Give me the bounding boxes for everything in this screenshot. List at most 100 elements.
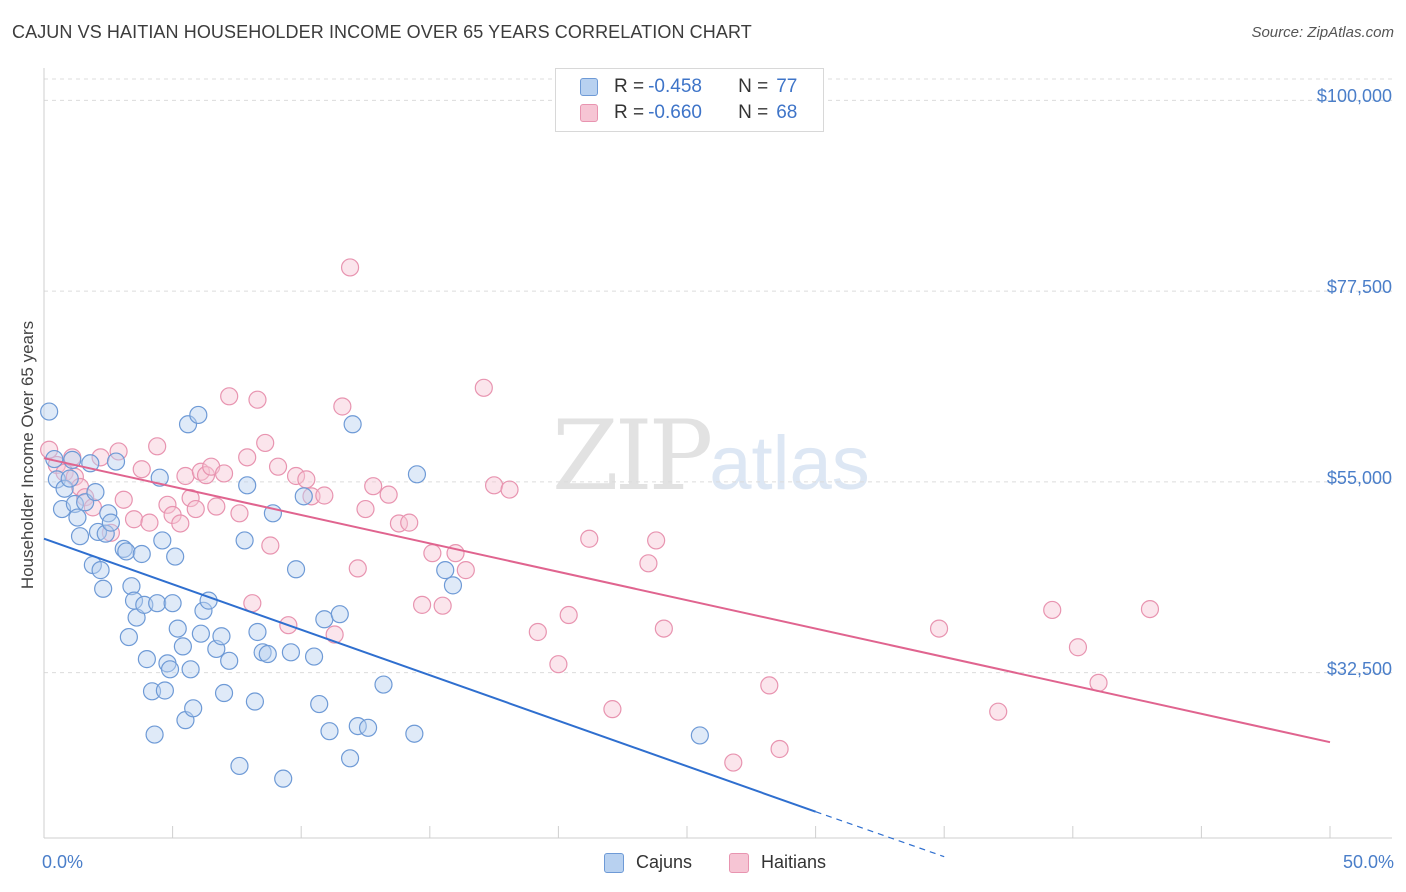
cajun-point [68, 508, 87, 527]
haitian-point [603, 700, 622, 719]
haitian-point [124, 510, 144, 529]
cajun-point [166, 547, 185, 566]
haitian-point [485, 476, 504, 495]
zipatlas-watermark: ZIPatlas [552, 400, 870, 512]
legend-row-haitians: R = -0.660 N = 68 [580, 102, 797, 124]
cajun-point [238, 476, 257, 495]
haitian-point [315, 486, 334, 505]
haitian-point [248, 390, 267, 409]
haitian-point [220, 387, 239, 406]
series-swatch-cajuns [604, 852, 624, 873]
cajun-point [258, 644, 277, 664]
cajun-point [122, 577, 141, 596]
series-swatch-haitians [729, 852, 749, 873]
haitian-point [243, 594, 262, 613]
cajun-point [184, 699, 203, 718]
y-tick-32500: $32,500 [1326, 659, 1392, 679]
haitian-point [356, 499, 375, 519]
haitian-point [639, 554, 658, 573]
haitian-point [760, 676, 779, 695]
cajun-trend-line [43, 537, 816, 813]
cajun-point [178, 415, 198, 434]
chart-title: CAJUN VS HAITIAN HOUSEHOLDER INCOME OVER… [12, 22, 752, 42]
haitian-point [333, 397, 352, 416]
haitian-point [101, 523, 120, 542]
x-tick-0: 0.0% [42, 852, 84, 872]
cajun-point [160, 660, 180, 679]
cajun-point [248, 622, 267, 642]
cajun-point [330, 605, 349, 624]
watermark-zip: ZIP [552, 400, 713, 512]
haitian-point [238, 448, 257, 467]
haitian-point [400, 513, 419, 532]
cajun-point [220, 651, 239, 670]
cajun-point [315, 610, 334, 629]
cajun-point [407, 465, 427, 484]
cajun-point [145, 725, 164, 744]
haitian-point [114, 490, 133, 509]
cajun-point [189, 405, 208, 425]
legend-n-value-cajuns: 77 [776, 76, 798, 97]
haitian-point [181, 488, 200, 508]
haitian-point [1140, 599, 1160, 619]
series-label-cajuns: Cajuns [636, 852, 693, 872]
legend-n-label: N = [738, 76, 769, 97]
legend-row-cajuns: R = -0.458 N = 77 [580, 76, 797, 98]
cajun-point [191, 624, 210, 643]
haitian-point [433, 596, 452, 615]
watermark-atlas: atlas [709, 421, 870, 506]
haitian-point [364, 477, 383, 496]
legend-r-value-haitians: -0.660 [648, 102, 702, 123]
cajun-point [132, 544, 151, 564]
series-legend-haitians[interactable]: Haitians [729, 852, 826, 873]
haitian-point [325, 625, 344, 644]
haitian-point [423, 544, 442, 563]
cajun-point [60, 469, 79, 488]
cajun-point [119, 627, 138, 647]
haitian-point [286, 466, 306, 486]
cajun-point [405, 724, 424, 743]
haitian-point [297, 470, 316, 489]
cajun-point [153, 531, 172, 550]
cajun-point [181, 660, 200, 679]
haitian-point [76, 488, 95, 507]
haitian-point [268, 457, 288, 476]
haitian-point [1068, 638, 1088, 657]
haitian-point [724, 753, 743, 772]
haitian-point [340, 258, 360, 277]
source-label: Source: ZipAtlas.com [1251, 24, 1394, 41]
haitian-point [412, 595, 432, 614]
series-legend-cajuns[interactable]: Cajuns [604, 852, 692, 873]
haitian-point [207, 497, 226, 516]
cajun-point [70, 527, 90, 546]
cajun-point [443, 576, 463, 595]
haitian-point [379, 485, 398, 504]
haitian-point [176, 466, 195, 486]
haitian-point [256, 433, 275, 453]
cajun-point [101, 513, 120, 532]
cajun-point [358, 718, 378, 737]
cajun-point [40, 402, 59, 421]
x-tick-50: 50.0% [1342, 852, 1394, 872]
legend-r-label: R = [614, 102, 645, 123]
haitian-point [549, 655, 568, 674]
cajun-point [96, 524, 115, 543]
cajun-point [436, 561, 455, 580]
cajun-point [281, 643, 301, 662]
series-legend: Cajuns Haitians [0, 852, 1406, 878]
cajun-point [106, 452, 126, 471]
cajun-point [294, 487, 313, 506]
haitian-point [132, 460, 151, 479]
y-tick-100000: $100,000 [1316, 86, 1392, 106]
haitian-point [647, 531, 666, 550]
legend-swatch-haitians [580, 104, 598, 122]
haitian-point [196, 466, 216, 485]
haitian-point [230, 504, 249, 523]
series-label-haitians: Haitians [761, 852, 827, 872]
cajun-point [194, 601, 213, 620]
cajun-point [94, 579, 113, 598]
haitian-point [158, 495, 177, 514]
cajun-point [235, 531, 254, 550]
cajun-point [340, 749, 360, 768]
